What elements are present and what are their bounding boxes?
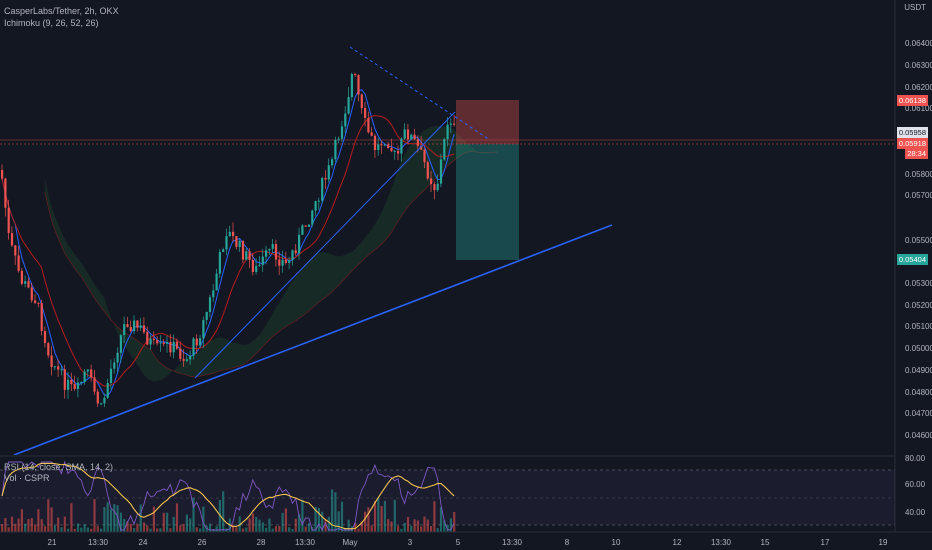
time-tick-label: 12: [673, 538, 682, 547]
rsi-band: [0, 470, 895, 525]
position-target-zone[interactable]: [456, 144, 519, 260]
stop-price-tag: 0.06138: [896, 95, 928, 106]
price-tick-label: 0.04600: [905, 431, 932, 440]
price-tick-label: 0.06200: [905, 83, 932, 92]
price-tick-label: 0.05000: [905, 344, 932, 353]
time-tick-label: 26: [198, 538, 207, 547]
rsi-axis-ticks: 80.00 60.00 40.00: [905, 454, 926, 517]
volume-legend[interactable]: Vol · CSPR: [4, 473, 50, 483]
time-tick-label: 13:30: [711, 538, 732, 547]
time-tick-label: 15: [761, 538, 770, 547]
price-tick-label: 0.04900: [905, 366, 932, 375]
price-tick-label: 0.06100: [905, 104, 932, 113]
time-tick-label: May: [342, 538, 357, 547]
price-tick-label: 0.04700: [905, 409, 932, 418]
time-axis-ticks: 21 13:30 24 26 28 13:30 May 3 5 13:30 8 10 12 13:30 15…: [48, 538, 888, 547]
rsi-tick-label: 60.00: [905, 480, 926, 489]
time-tick-label: 13:30: [88, 538, 109, 547]
price-unit: USDT: [904, 3, 926, 12]
rsi-lines: [1, 460, 455, 531]
ichimoku-legend[interactable]: Ichimoku (9, 26, 52, 26): [4, 18, 99, 28]
price-axis-ticks: 0.06400 0.06300 0.06200 0.06100 0.05800 0.057…: [905, 39, 932, 440]
time-tick-label: 17: [821, 538, 830, 547]
time-tick-label: 28: [257, 538, 266, 547]
time-tick-label: 13:30: [502, 538, 523, 547]
time-tick-label: 19: [879, 538, 888, 547]
time-tick-label: 13:30: [295, 538, 316, 547]
position-stop-zone[interactable]: [456, 100, 519, 144]
rsi-tick-label: 80.00: [905, 454, 926, 463]
countdown-tag: 28:34: [905, 148, 928, 159]
time-tick-label: 21: [48, 538, 57, 547]
price-tick-label: 0.05800: [905, 170, 932, 179]
price-tick-label: 0.06400: [905, 39, 932, 48]
long-trendline[interactable]: [13, 224, 613, 455]
price-tick-label: 0.06300: [905, 61, 932, 70]
rsi-pane[interactable]: [0, 460, 895, 532]
time-tick-label: 24: [139, 538, 148, 547]
target-price-tag: 0.05404: [896, 254, 928, 265]
time-tick-label: 3: [408, 538, 413, 547]
price-tick-label: 0.05700: [905, 191, 932, 200]
price-tick-label: 0.05500: [905, 236, 932, 245]
time-tick-label: 10: [612, 538, 621, 547]
symbol-legend[interactable]: CasperLabs/Tether, 2h, OKX: [4, 6, 119, 16]
time-axis[interactable]: [0, 532, 932, 550]
dashed-trendline[interactable]: [349, 46, 491, 141]
last-price-tag: 0.05958: [896, 127, 928, 138]
candles: [1, 72, 456, 408]
price-pane[interactable]: [0, 46, 895, 455]
time-tick-label: 8: [565, 538, 570, 547]
short-trendline[interactable]: [194, 111, 456, 379]
current-price-tag: 0.05918: [896, 138, 928, 149]
price-tick-label: 0.04800: [905, 388, 932, 397]
rsi-tick-label: 40.00: [905, 508, 926, 517]
time-tick-label: 5: [456, 538, 461, 547]
price-axis[interactable]: [895, 0, 932, 532]
price-tick-label: 0.05100: [905, 322, 932, 331]
price-tick-label: 0.05300: [905, 279, 932, 288]
ichimoku-cloud: [44, 125, 498, 382]
rsi-legend[interactable]: RSI (14, close, SMA, 14, 2): [4, 462, 114, 472]
price-tick-label: 0.05200: [905, 301, 932, 310]
